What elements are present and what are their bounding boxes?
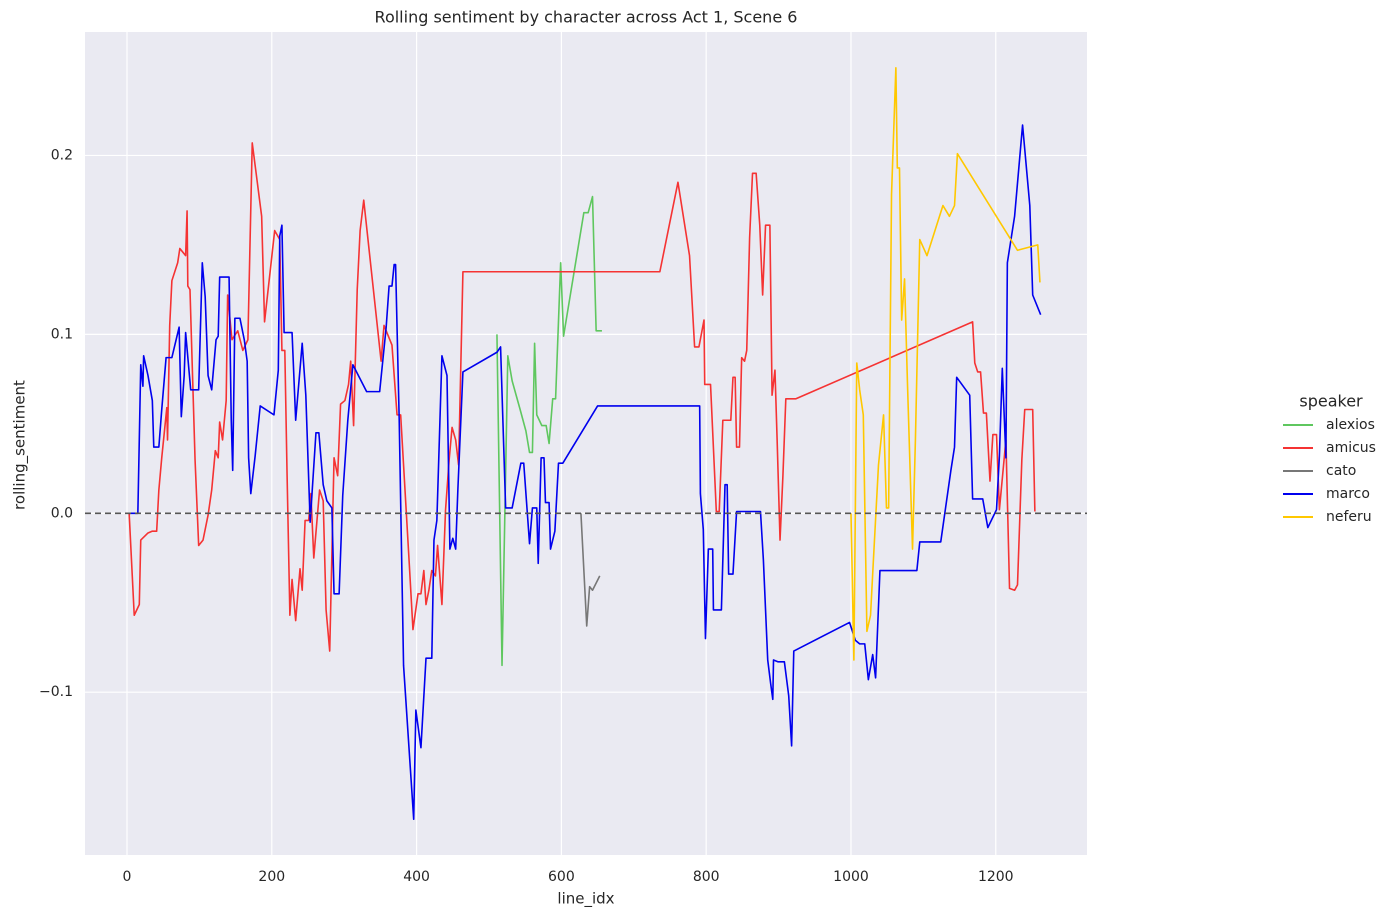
legend-label: neferu: [1326, 509, 1372, 525]
x-tick-label: 200: [258, 869, 285, 885]
x-tick-label: 0: [123, 869, 132, 885]
x-tick-label: 600: [548, 869, 575, 885]
y-tick-label: −0.1: [39, 684, 73, 700]
chart-title: Rolling sentiment by character across Ac…: [375, 8, 798, 27]
legend-label: cato: [1326, 463, 1356, 479]
legend-label: alexios: [1326, 417, 1375, 433]
legend-label: marco: [1326, 486, 1370, 502]
series-line: [580, 513, 601, 627]
y-axis-label: rolling_sentiment: [11, 380, 30, 510]
x-tick-label: 1000: [833, 869, 869, 885]
series-line: [128, 142, 1036, 652]
legend-title: speaker: [1299, 392, 1363, 411]
series-line: [850, 66, 1041, 661]
y-tick-label: 0.0: [51, 505, 73, 521]
y-tick-label: 0.1: [51, 326, 73, 342]
series-line: [129, 124, 1042, 821]
y-tick-label: 0.2: [51, 147, 73, 163]
x-tick-label: 1200: [978, 869, 1014, 885]
x-tick-label: 400: [403, 869, 430, 885]
legend-label: amicus: [1326, 440, 1376, 456]
series-line: [496, 195, 602, 667]
x-tick-label: 800: [693, 869, 720, 885]
x-axis-label: line_idx: [557, 890, 614, 909]
